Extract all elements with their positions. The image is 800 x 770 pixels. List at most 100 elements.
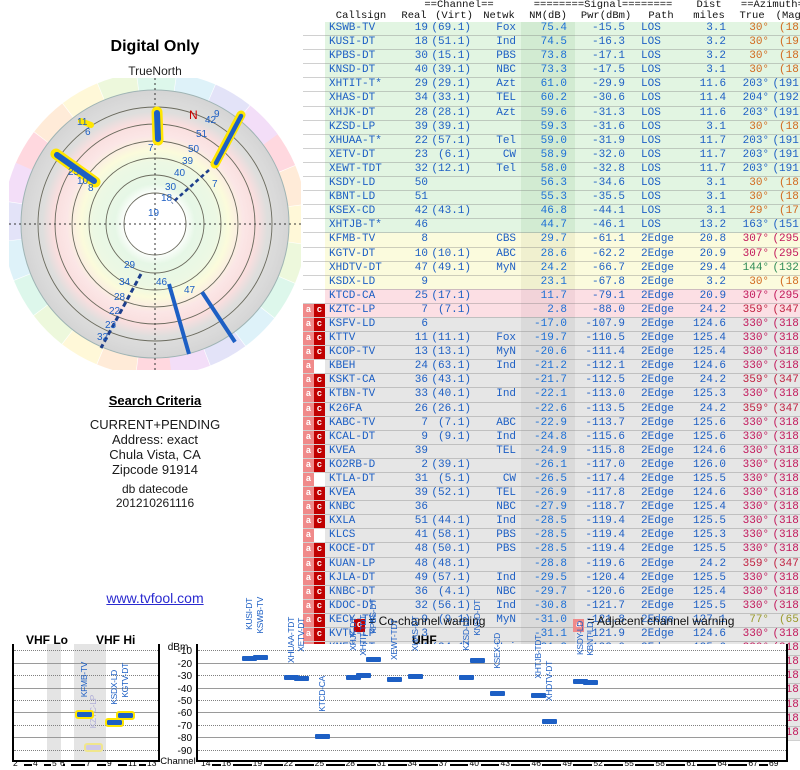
cell-path: 2Edge [637, 402, 686, 417]
table-row[interactable]: a KBEH 24 (63.1) Ind -21.2 -112.1 2Edge 124.6 330… [303, 359, 800, 375]
cell-azimuth-magnetic: (318°) [771, 345, 800, 361]
warning-badges-cell: a [303, 359, 325, 375]
warning-badges-cell [303, 232, 325, 248]
dbm-tick-neg80: -80 [177, 733, 192, 745]
table-row[interactable]: XEWT-TDT 32 (12.1) Tel 58.0 -32.8 LOS 11.7 203°(… [303, 162, 800, 178]
cell-network: Tel [477, 134, 522, 149]
dbm-tick-neg40: -40 [177, 683, 192, 695]
cell-power-dbm: -113.7 [575, 416, 638, 431]
table-row[interactable]: a c KTBN-TV 33 (40.1) Ind -22.1 -113.0 2Edge 125.… [303, 387, 800, 403]
table-row[interactable]: a c KVEA 39 TEL -24.9 -115.8 2Edge 124.6 330° (318… [303, 444, 800, 459]
cell-network: Ind [477, 359, 522, 375]
cell-noise-margin: -22.6 [521, 402, 576, 417]
table-row[interactable]: XETV-DT 23 (6.1) CW 58.9 -32.0 LOS 11.7 203° (191… [303, 148, 800, 163]
warning-badges-cell [303, 35, 325, 51]
bar-callsign-label: XHUAA-TDT [285, 617, 296, 664]
table-row[interactable]: a c K26FA 26 (26.1) -22.6 -113.5 2Edge 24.2 359°(… [303, 402, 800, 417]
cell-noise-margin: 24.2 [521, 261, 576, 276]
cell-azimuth-magnetic: (191°) [771, 148, 800, 163]
table-row[interactable]: XHAS-DT 34 (33.1) TEL 60.2 -30.6 LOS 11.4 204° (1… [303, 91, 800, 107]
table-row[interactable]: KPBS-DT30(15.1)PBS73.8-17.1LOS3.230°(18°… [303, 49, 800, 65]
gridline [198, 687, 786, 689]
cell-callsign: KVEA [325, 444, 397, 459]
search-criteria-line2: Address: exact [112, 432, 198, 447]
signal-bar [105, 718, 124, 728]
table-row[interactable]: a c KXLA 51 (44.1) Ind -28.5 -119.4 2Edge 125.5 33… [303, 514, 800, 530]
cell-path: LOS [637, 204, 686, 220]
cell-real-channel: 47 [397, 261, 431, 276]
cell-network [477, 627, 522, 643]
cell-azimuth-true: 30° [733, 22, 772, 37]
cell-distance-miles: 124.6 [685, 317, 734, 333]
cell-noise-margin: 60.2 [521, 91, 576, 107]
table-row[interactable]: KNSD-DT40(39.1)NBC73.3-17.5LOS3.130°(18°… [303, 63, 800, 79]
cell-callsign: XHUAA-T* [325, 134, 397, 149]
table-row[interactable]: a KTLA-DT 31 (5.1) CW -26.5 -117.4 2Edge 125.5 33… [303, 472, 800, 488]
adjacent-channel-warning-icon: a [303, 430, 314, 444]
cell-power-dbm: -32.8 [575, 162, 638, 178]
table-row[interactable]: XHDTV-DT 47 (49.1) MyN 24.2 -66.7 2Edge 29.4 144… [303, 261, 800, 276]
cell-azimuth-magnetic: (318°) [771, 599, 800, 614]
table-row[interactable]: KSWB-TV19(69.1)Fox75.4-15.5LOS3.130°(18°… [303, 22, 800, 37]
table-row[interactable]: a c KCOP-TV 13 (13.1) MyN -20.6 -111.4 2Edge 125.… [303, 345, 800, 361]
dbm-tick-neg90: -90 [177, 745, 192, 757]
cell-virtual-channel [431, 500, 477, 516]
adjacent-channel-warning-icon [303, 276, 314, 289]
table-row[interactable]: KUSI-DT18(51.1)Ind74.5-16.3LOS3.230°(19°… [303, 35, 800, 51]
co-channel-warning-icon: c [314, 543, 325, 557]
table-row[interactable]: a c KECY-TV 9 (9.1) MyN -31.0 -121.8 2Edge 127.1 7… [303, 613, 800, 629]
table-row[interactable]: XHUAA-T* 22 (57.1) Tel 59.0 -31.9 LOS 11.7 203°(… [303, 134, 800, 149]
table-row[interactable]: a KLCS 41 (58.1) PBS -28.5 -119.4 2Edge 125.3 330… [303, 528, 800, 544]
table-row[interactable]: a c KTTV 11 (11.1) Fox -19.7 -110.5 2Edge 125.4 33… [303, 331, 800, 347]
warning-badges-cell [303, 148, 325, 163]
table-row[interactable]: acKVTU-LP3-31.1-121.92Edge124.6330°(318°… [303, 627, 800, 643]
table-row[interactable]: a c KNBC 36 NBC -27.9 -118.7 2Edge 125.4 330° (318… [303, 500, 800, 516]
cell-distance-miles: 11.7 [685, 162, 734, 178]
table-row[interactable]: a c KSKT-CA 36 (43.1) -21.7 -112.5 2Edge 24.2 359… [303, 373, 800, 389]
dbm-tick-neg50: -50 [177, 696, 192, 707]
adjacent-channel-warning-icon: a [303, 374, 314, 388]
table-row[interactable]: a c KVEA 39 (52.1) TEL -26.9 -117.8 2Edge 124.6 33… [303, 486, 800, 502]
gridline [14, 749, 158, 751]
table-row[interactable]: XHJK-DT 28 (28.1) Azt 59.6 -31.3 LOS 11.6 203° (1… [303, 106, 800, 121]
table-row[interactable]: a c KUAN-LP 48 (48.1) -28.8 -119.6 2Edge 24.2 359… [303, 557, 800, 572]
table-row[interactable]: KGTV-DT 10 (10.1) ABC 28.6 -62.2 2Edge 20.9 307°… [303, 247, 800, 262]
channel-tick: 16 [221, 758, 232, 768]
table-row[interactable]: a c KO2RB-D 2 (39.1) -26.1 -117.0 2Edge 126.0 330… [303, 458, 800, 474]
table-row[interactable]: a c KDOC-DT 32 (56.1) Ind -30.8 -121.7 2Edge 125.… [303, 599, 800, 614]
cell-callsign: KZTC-LP [325, 303, 397, 318]
cell-distance-miles: 3.1 [685, 190, 734, 206]
cell-real-channel: 34 [397, 91, 431, 107]
cell-azimuth-true: 30° [733, 63, 772, 79]
cell-callsign: KVEA [325, 486, 397, 502]
table-row[interactable]: a c KOCE-DT 48 (50.1) PBS -28.5 -119.4 2Edge 125.… [303, 542, 800, 558]
cell-azimuth-magnetic: (18°) [771, 275, 800, 290]
table-row[interactable]: a c KJLA-DT 49 (57.1) Ind -29.5 -120.4 2Edge 125.… [303, 571, 800, 586]
table-row[interactable]: a c KZTC-LP 7 (7.1) 2.8 -88.0 2Edge 24.2 359° (347… [303, 303, 800, 318]
table-row[interactable]: a c KABC-TV 7 (7.1) ABC -22.9 -113.7 2Edge 125.6 3… [303, 416, 800, 431]
table-row[interactable]: a c KNBC-DT 36 (4.1) NBC -29.7 -120.6 2Edge 125.4… [303, 585, 800, 600]
tvfool-website-link[interactable]: www.tvfool.com [106, 590, 204, 606]
table-row[interactable]: a c KCAL-DT 9 (9.1) Ind -24.8 -115.6 2Edge 125.6 3… [303, 430, 800, 445]
cell-distance-miles: 20.9 [685, 247, 734, 262]
cell-power-dbm: -111.4 [575, 345, 638, 361]
adjacent-channel-warning-icon [303, 121, 314, 134]
cell-azimuth-true: 204° [733, 91, 772, 107]
tick-connector [635, 764, 655, 766]
warning-badges-cell: a [303, 528, 325, 544]
cell-callsign: KDOC-DT [325, 599, 397, 614]
table-row[interactable]: XHTIT-T* 29 (29.1) Azt 61.0 -29.9 LOS 11.6 203°(… [303, 77, 800, 93]
cell-distance-miles: 3.1 [685, 22, 734, 37]
table-row[interactable]: KTCD-CA 25 (17.1) 11.7 -79.1 2Edge 20.9 307° (29… [303, 289, 800, 304]
bar-callsign-label: KZSD-LP [461, 617, 472, 651]
